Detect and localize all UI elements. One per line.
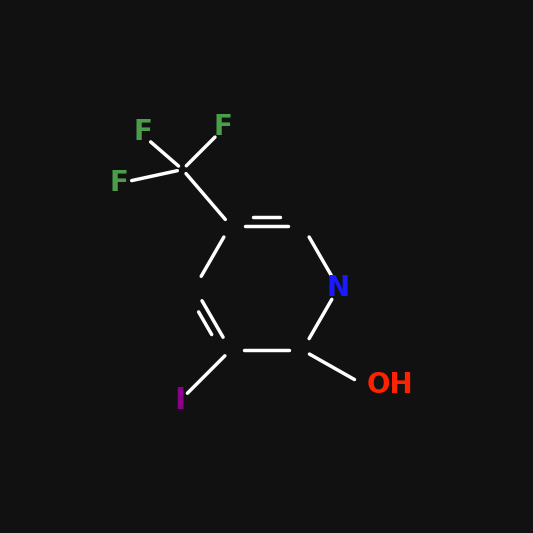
- Text: N: N: [327, 274, 350, 302]
- Text: F: F: [213, 113, 232, 141]
- Text: I: I: [174, 386, 185, 415]
- Text: OH: OH: [367, 371, 413, 399]
- Text: F: F: [133, 118, 152, 146]
- Text: F: F: [109, 169, 128, 197]
